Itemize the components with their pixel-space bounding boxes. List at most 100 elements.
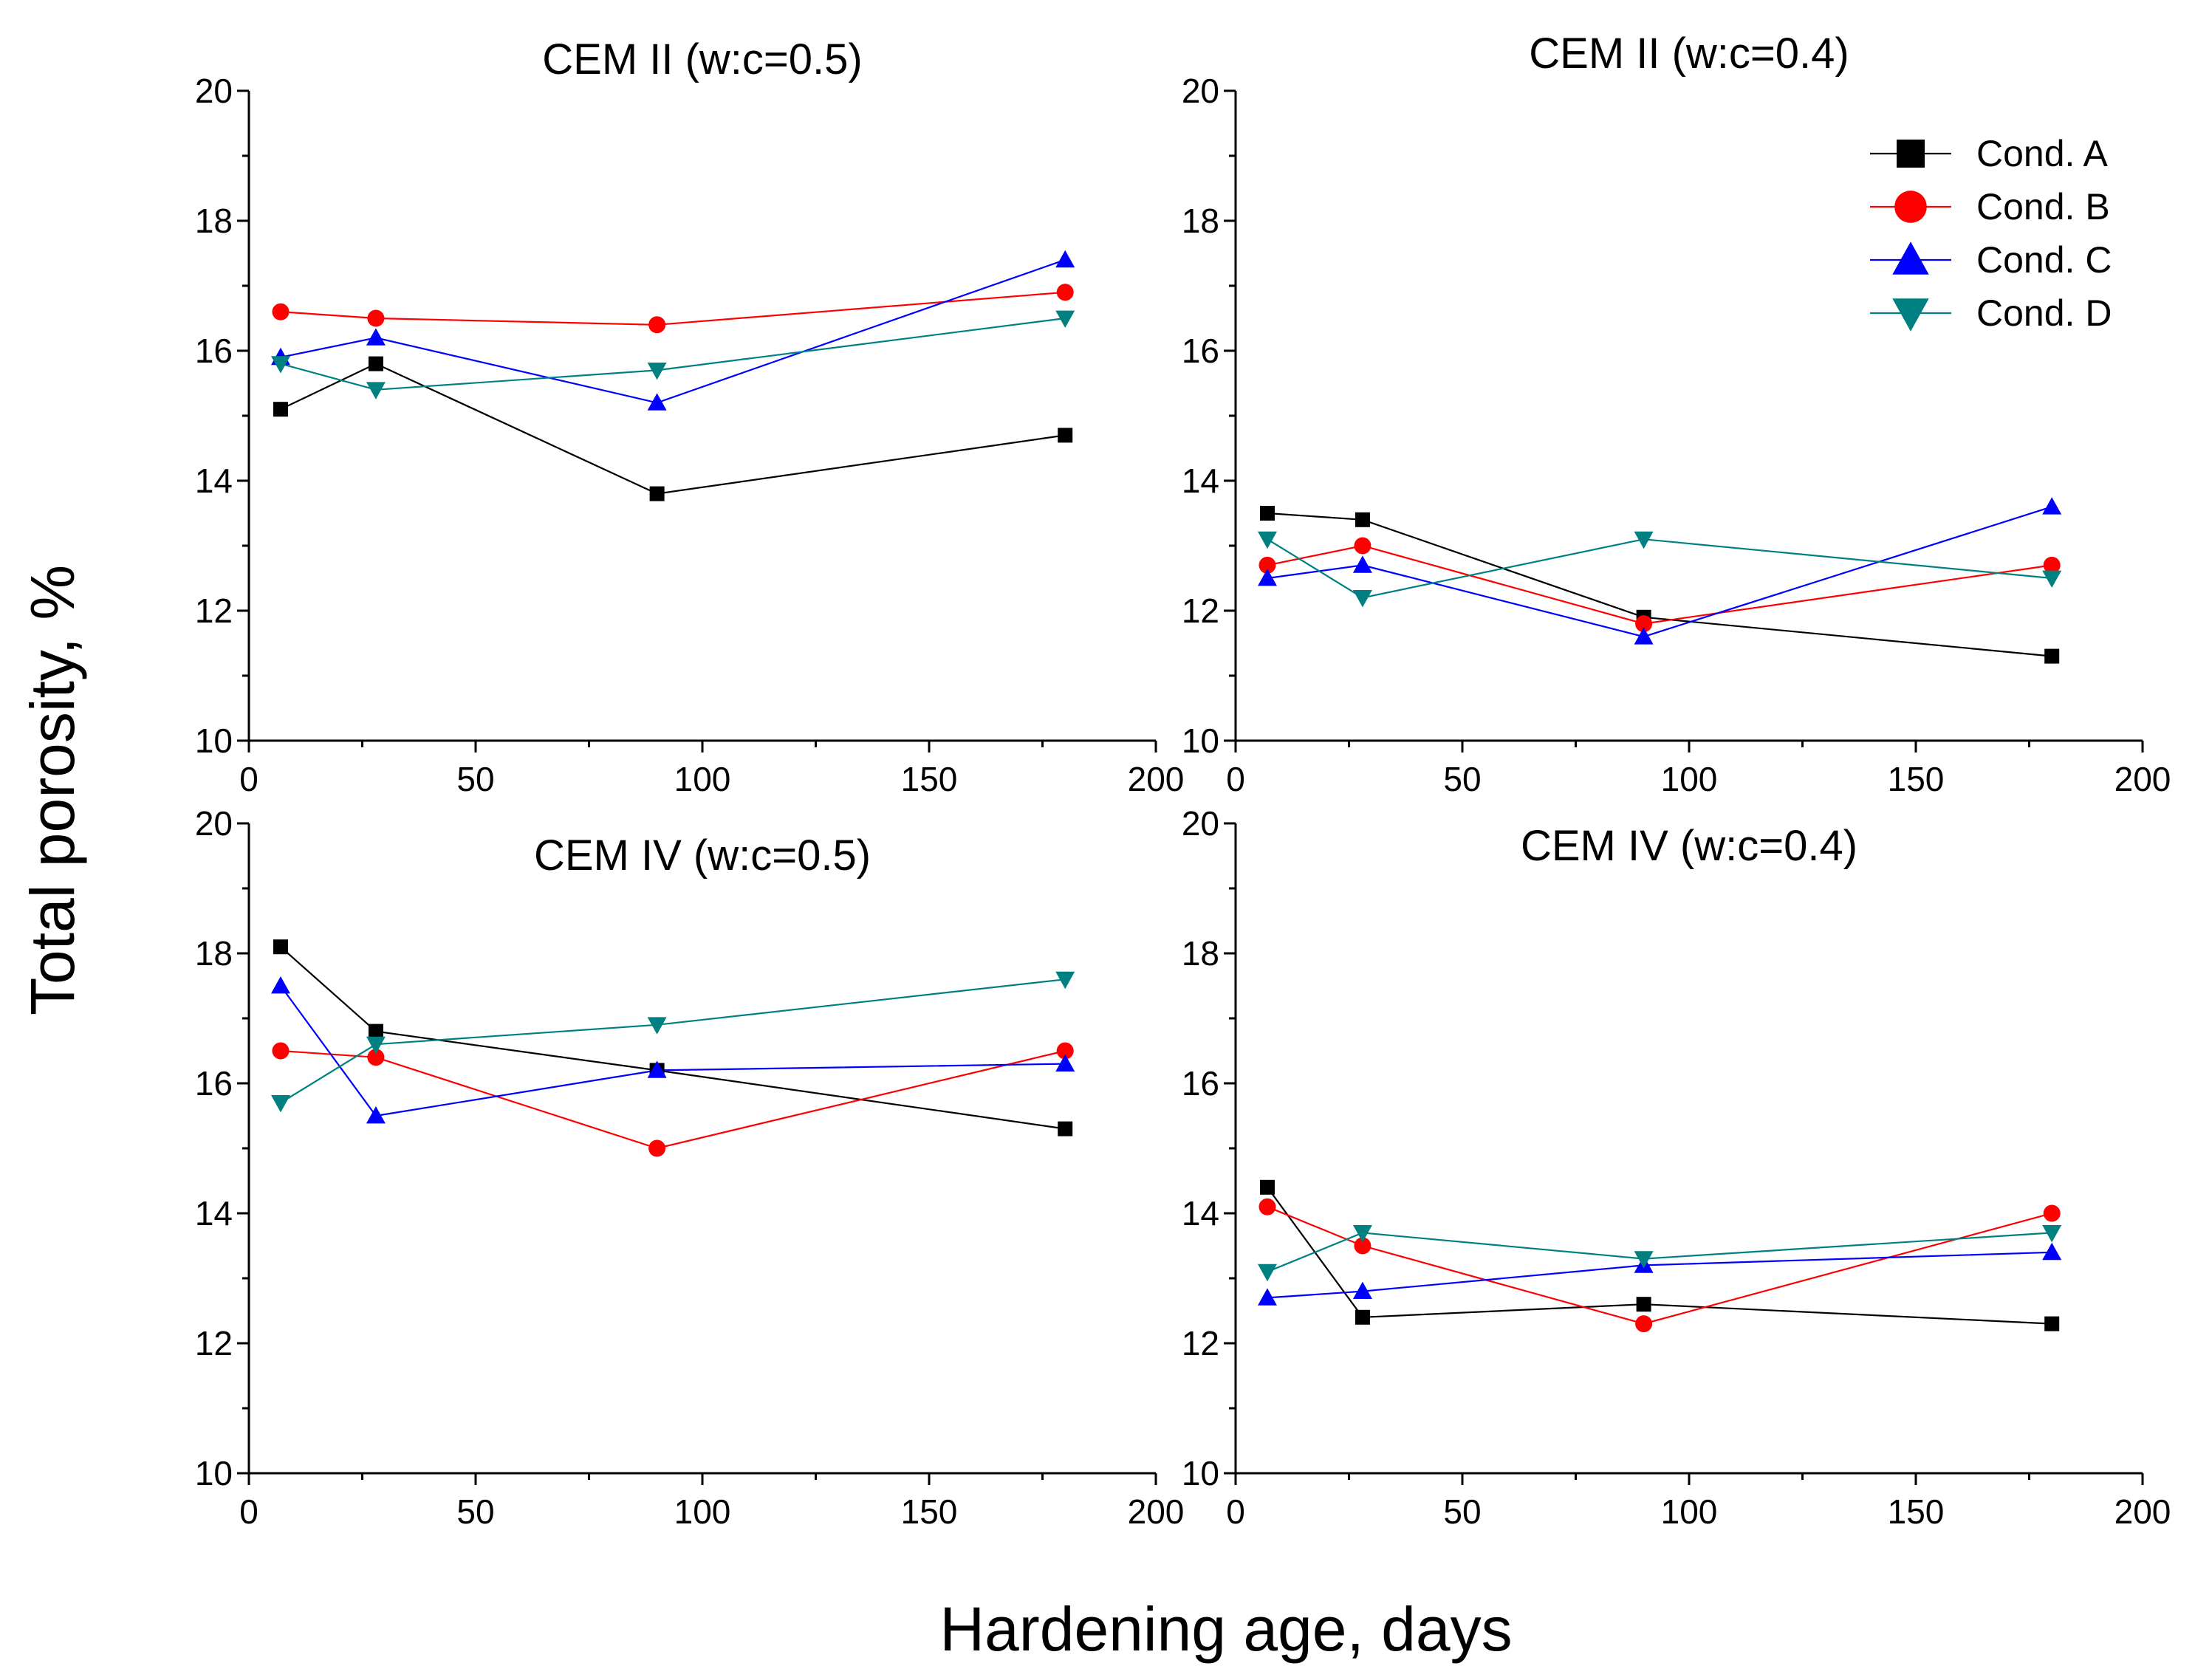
data-point-cond-d: [1055, 310, 1075, 328]
x-tick-label: 200: [2114, 1492, 2171, 1531]
x-tick-label: 100: [1661, 760, 1718, 798]
data-point-cond-c: [1055, 250, 1075, 268]
data-point-cond-c: [1634, 627, 1654, 645]
series-line-cond-d: [280, 978, 1066, 1104]
x-tick-label: 50: [1443, 1492, 1481, 1531]
panel-title: CEM IV (w:c=0.4): [1521, 822, 1857, 870]
data-point-cond-a: [1355, 1309, 1370, 1325]
data-point-cond-d: [1257, 531, 1277, 549]
data-point-cond-b: [648, 316, 666, 334]
legend-label: Cond. A: [1976, 133, 2109, 174]
data-point-cond-b: [1259, 1198, 1276, 1216]
y-tick-label: 20: [1182, 804, 1219, 843]
data-point-cond-a: [649, 486, 665, 501]
data-point-cond-c: [1257, 569, 1277, 586]
legend-item-cond-b: Cond. B: [1870, 186, 2110, 227]
data-point-cond-b: [1635, 615, 1653, 633]
x-tick-label: 150: [1888, 760, 1945, 798]
data-point-cond-a: [1355, 512, 1370, 527]
x-tick-label: 200: [1128, 1492, 1185, 1531]
x-tick-label: 200: [1128, 760, 1185, 798]
legend-marker: [1894, 191, 1927, 223]
data-point-cond-b: [1354, 1237, 1372, 1255]
data-point-cond-d: [366, 382, 386, 400]
x-tick-label: 0: [239, 760, 258, 798]
series-line-cond-d: [1267, 538, 2052, 599]
x-tick-label: 50: [456, 1492, 494, 1531]
y-tick-label: 14: [195, 1194, 233, 1232]
data-point-cond-c: [2042, 1242, 2062, 1261]
legend-marker: [1892, 298, 1929, 332]
series-line-cond-c: [1267, 1251, 2052, 1299]
y-tick-label: 18: [195, 202, 233, 240]
y-tick-label: 14: [1182, 1194, 1219, 1232]
data-point-cond-b: [2043, 556, 2061, 574]
data-point-cond-b: [1056, 284, 1074, 301]
y-tick-label: 12: [1182, 1324, 1219, 1362]
series-line-cond-a: [1267, 512, 2052, 657]
data-point-cond-d: [647, 363, 667, 380]
series-line-cond-b: [1267, 544, 2052, 625]
series-line-cond-a: [280, 946, 1066, 1130]
data-point-cond-d: [1352, 590, 1372, 608]
data-point-cond-a: [368, 356, 383, 371]
data-point-cond-b: [648, 1139, 666, 1157]
y-tick-label: 20: [195, 72, 233, 110]
y-tick-label: 16: [195, 1064, 233, 1103]
series-line-cond-d: [1267, 1232, 2052, 1273]
data-point-cond-b: [1259, 556, 1276, 574]
data-point-cond-a: [2044, 648, 2060, 664]
data-point-cond-a: [273, 402, 288, 417]
data-point-cond-a: [1058, 428, 1073, 443]
x-tick-label: 100: [674, 760, 731, 798]
x-tick-label: 150: [901, 760, 958, 798]
panel-title: CEM IV (w:c=0.5): [534, 832, 871, 880]
data-point-cond-d: [1257, 1264, 1277, 1282]
data-point-cond-a: [1058, 1121, 1073, 1136]
data-point-cond-b: [1056, 1042, 1074, 1060]
y-tick-label: 20: [195, 804, 233, 843]
data-point-cond-a: [1636, 1297, 1651, 1312]
y-tick-label: 10: [1182, 721, 1219, 760]
legend-label: Cond. D: [1976, 292, 2112, 334]
y-tick-label: 18: [195, 934, 233, 973]
data-point-cond-c: [1352, 555, 1372, 573]
series-line-cond-c: [1267, 506, 2052, 638]
y-tick-label: 10: [195, 1454, 233, 1492]
data-point-cond-d: [366, 1036, 386, 1055]
data-point-cond-d: [1055, 971, 1075, 990]
y-tick-label: 14: [1182, 462, 1219, 500]
data-point-cond-c: [1352, 1281, 1372, 1299]
data-point-cond-d: [1352, 1225, 1372, 1243]
series-line-cond-a: [280, 363, 1066, 495]
data-point-cond-c: [366, 328, 386, 346]
x-tick-label: 0: [239, 1492, 258, 1531]
legend-item-cond-a: Cond. A: [1870, 133, 2109, 174]
data-point-cond-a: [2044, 1316, 2060, 1331]
y-tick-label: 18: [1182, 934, 1219, 973]
x-tick-label: 200: [2114, 760, 2171, 798]
series-line-cond-d: [280, 317, 1066, 391]
data-point-cond-d: [647, 1017, 667, 1035]
data-point-cond-b: [367, 309, 385, 327]
x-tick-label: 150: [1888, 1492, 1945, 1531]
legend-marker: [1897, 140, 1925, 168]
data-point-cond-d: [270, 356, 290, 374]
data-point-cond-c: [366, 1106, 386, 1124]
y-tick-label: 12: [195, 1324, 233, 1362]
data-point-cond-d: [2042, 570, 2062, 588]
y-axis-title: Total porosity, %: [18, 565, 87, 1015]
y-tick-label: 18: [1182, 202, 1219, 240]
data-point-cond-c: [1257, 1288, 1277, 1306]
data-point-cond-b: [1354, 537, 1372, 555]
x-axis-title: Hardening age, days: [939, 1594, 1512, 1664]
legend-label: Cond. B: [1976, 186, 2110, 227]
data-point-cond-a: [273, 939, 288, 955]
data-point-cond-c: [270, 976, 290, 994]
y-tick-label: 10: [195, 721, 233, 760]
